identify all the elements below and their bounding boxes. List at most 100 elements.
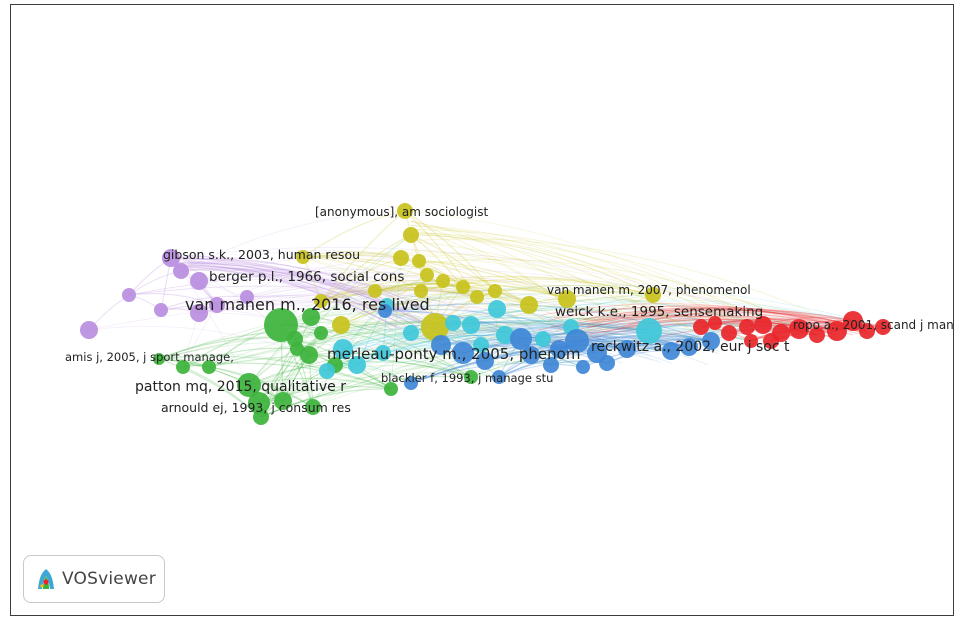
- node-red[interactable]: [739, 319, 755, 335]
- node-yellow[interactable]: [488, 284, 502, 298]
- node-purple[interactable]: [209, 297, 225, 313]
- node-green[interactable]: [248, 392, 270, 414]
- node-red[interactable]: [754, 316, 772, 334]
- node-label-amis[interactable]: amis j, 2005, j sport manage,: [65, 350, 234, 364]
- node-yellow[interactable]: [332, 316, 350, 334]
- link: [246, 282, 422, 298]
- node-blue[interactable]: [576, 360, 590, 374]
- node-cyan[interactable]: [473, 337, 489, 353]
- node-label-anon[interactable]: [anonymous], am sociologist: [315, 205, 488, 219]
- node-cyan[interactable]: [488, 300, 506, 318]
- node-purple[interactable]: [190, 304, 208, 322]
- node-red[interactable]: [827, 321, 847, 341]
- node-green[interactable]: [202, 360, 216, 374]
- node-label-ropo[interactable]: ropo a., 2001, scand j man: [793, 318, 954, 332]
- node-green[interactable]: [314, 326, 328, 340]
- node-blue[interactable]: [404, 376, 418, 390]
- node-label-merleau[interactable]: merleau-ponty m., 2005, phenom: [327, 345, 580, 363]
- link: [182, 347, 298, 368]
- node-yellow[interactable]: [470, 290, 484, 304]
- node-blue[interactable]: [431, 335, 451, 355]
- node-green[interactable]: [274, 392, 292, 410]
- node-blue[interactable]: [452, 342, 474, 364]
- node-red[interactable]: [843, 311, 863, 331]
- node-blue[interactable]: [662, 342, 680, 360]
- node-blue[interactable]: [543, 357, 559, 373]
- node-cyan[interactable]: [348, 356, 366, 374]
- node-yellow[interactable]: [645, 287, 661, 303]
- network-map[interactable]: [anonymous], am sociologist gibson s.k.,…: [11, 5, 954, 616]
- node-cyan[interactable]: [403, 325, 419, 341]
- node-blue[interactable]: [510, 328, 532, 350]
- node-red[interactable]: [708, 316, 722, 330]
- node-green[interactable]: [302, 308, 320, 326]
- node-yellow[interactable]: [393, 250, 409, 266]
- node-red[interactable]: [809, 327, 825, 343]
- node-cyan[interactable]: [535, 331, 551, 347]
- node-green[interactable]: [237, 373, 261, 397]
- node-green[interactable]: [464, 370, 478, 384]
- node-green[interactable]: [300, 346, 318, 364]
- node-purple[interactable]: [240, 290, 254, 304]
- node-blue[interactable]: [618, 340, 636, 358]
- node-cyan[interactable]: [333, 339, 353, 359]
- node-label-gibson[interactable]: gibson s.k., 2003, human resou: [163, 247, 360, 262]
- node-blue[interactable]: [599, 355, 615, 371]
- node-yellow[interactable]: [296, 250, 310, 264]
- node-blue[interactable]: [680, 338, 698, 356]
- node-cyan[interactable]: [496, 326, 514, 344]
- node-blue[interactable]: [522, 346, 540, 364]
- node-blue[interactable]: [492, 370, 506, 384]
- node-blue[interactable]: [702, 332, 720, 350]
- node-red[interactable]: [875, 319, 891, 335]
- node-blue[interactable]: [550, 340, 568, 358]
- node-yellow[interactable]: [414, 284, 428, 298]
- node-yellow[interactable]: [420, 268, 434, 282]
- node-green[interactable]: [305, 399, 321, 415]
- node-red[interactable]: [744, 334, 758, 348]
- node-red[interactable]: [789, 319, 809, 339]
- node-red[interactable]: [859, 323, 875, 339]
- node-yellow[interactable]: [421, 313, 449, 341]
- node-green[interactable]: [253, 409, 269, 425]
- node-purple[interactable]: [122, 288, 136, 302]
- node-red[interactable]: [693, 319, 709, 335]
- node-green[interactable]: [176, 360, 190, 374]
- node-label-reckwitz[interactable]: reckwitz a., 2002, eur j soc t: [591, 339, 790, 355]
- node-yellow[interactable]: [558, 290, 576, 308]
- node-cyan[interactable]: [462, 316, 480, 334]
- node-label-blackler[interactable]: blackler f, 1993, j manage stu: [381, 371, 553, 385]
- node-yellow[interactable]: [403, 227, 419, 243]
- node-red[interactable]: [721, 325, 737, 341]
- node-label-berger[interactable]: berger p.l., 1966, social cons: [209, 269, 404, 285]
- node-yellow[interactable]: [436, 274, 450, 288]
- node-purple[interactable]: [173, 263, 189, 279]
- node-cyan[interactable]: [319, 363, 335, 379]
- node-label-vanmanen2007[interactable]: van manen m, 2007, phenomenol: [547, 283, 751, 297]
- node-yellow[interactable]: [314, 294, 328, 308]
- node-label-vanmanen2016[interactable]: van manen m., 2016, res lived: [185, 295, 430, 314]
- node-purple[interactable]: [80, 321, 98, 339]
- node-blue[interactable]: [565, 329, 589, 353]
- node-blue[interactable]: [476, 352, 494, 370]
- node-green[interactable]: [287, 331, 303, 347]
- node-label-patton[interactable]: patton mq, 2015, qualitative r: [135, 379, 346, 395]
- node-blue[interactable]: [378, 304, 392, 318]
- node-purple[interactable]: [154, 303, 168, 317]
- node-cyan[interactable]: [445, 315, 461, 331]
- node-yellow[interactable]: [456, 280, 470, 294]
- network-visualization-canvas[interactable]: [anonymous], am sociologist gibson s.k.,…: [10, 4, 954, 616]
- node-purple[interactable]: [190, 272, 208, 290]
- node-yellow[interactable]: [397, 203, 413, 219]
- node-purple[interactable]: [162, 249, 180, 267]
- node-cyan[interactable]: [636, 318, 662, 344]
- node-green[interactable]: [384, 382, 398, 396]
- node-yellow[interactable]: [368, 284, 382, 298]
- node-red[interactable]: [763, 333, 779, 349]
- node-label-weick[interactable]: weick k.e., 1995, sensemaking: [555, 304, 763, 320]
- node-cyan[interactable]: [375, 345, 391, 361]
- node-yellow[interactable]: [412, 254, 426, 268]
- node-yellow[interactable]: [520, 296, 538, 314]
- node-green[interactable]: [153, 353, 165, 365]
- node-label-arnould[interactable]: arnould ej, 1993, j consum res: [161, 400, 351, 415]
